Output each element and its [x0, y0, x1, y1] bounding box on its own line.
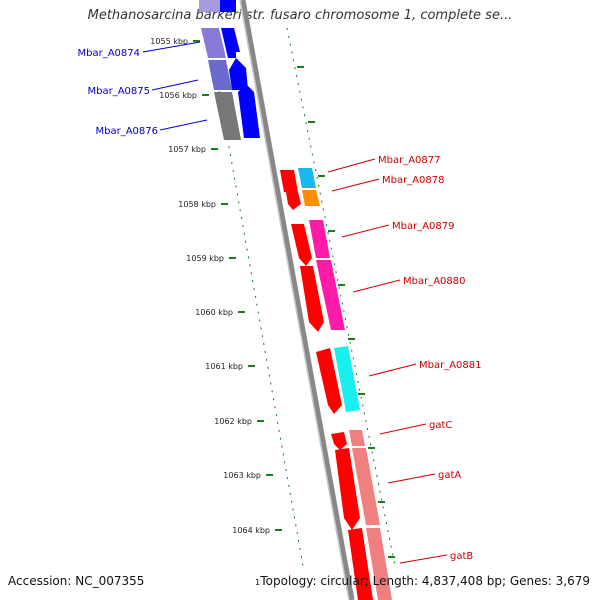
gene-leader-line — [159, 119, 208, 131]
gene-strand-bar[interactable] — [220, 0, 236, 12]
gene-block-Mbar_A0878[interactable] — [286, 190, 320, 210]
gene-leader-line — [399, 554, 448, 564]
gene-label-Mbar_A0880[interactable]: Mbar_A0880 — [403, 276, 466, 287]
right-axis-line — [286, 27, 396, 567]
gene-labels: Mbar_A0874 Mbar_A0875 Mbar_A0876 Mbar_A0877… — [77, 41, 482, 564]
backbone-highlight — [239, 0, 350, 600]
gene-strand-arrow — [221, 28, 240, 58]
gene-label-gatC[interactable]: gatC — [429, 420, 452, 431]
backbone-line — [240, 0, 355, 600]
gene-strand-arrow — [348, 528, 373, 600]
tick-label: 1061 kbp — [205, 362, 243, 371]
gene-strand-arrow — [280, 170, 298, 192]
gene-label-Mbar_A0875[interactable]: Mbar_A0875 — [87, 86, 150, 97]
gene-strand-arrow — [229, 58, 248, 90]
gene-block-Mbar_A0875[interactable] — [208, 58, 248, 90]
gene-cog-bar — [302, 190, 320, 206]
gene-block-Mbar_A0879[interactable] — [291, 220, 330, 266]
gene-label-Mbar_A0881[interactable]: Mbar_A0881 — [419, 360, 482, 371]
gene-cog-bar — [201, 28, 226, 58]
gene-leader-line — [368, 363, 417, 377]
gene-leader-line — [151, 79, 199, 91]
gene-leader-line — [331, 178, 380, 192]
gene-block-gatC[interactable] — [331, 430, 365, 450]
gene-strand-arrow — [335, 448, 360, 530]
position-marker: 1 — [255, 578, 261, 587]
map-title: Methanosarcina barkeri str. fusaro chrom… — [87, 8, 513, 23]
gene-strand-arrow — [291, 224, 312, 266]
gene-cog-bar — [352, 448, 380, 525]
gene-label-gatB[interactable]: gatB — [450, 551, 473, 562]
gene-strand-arrow — [316, 348, 342, 414]
gene-label-Mbar_A0874[interactable]: Mbar_A0874 — [77, 48, 140, 59]
gene-label-Mbar_A0877[interactable]: Mbar_A0877 — [378, 155, 441, 166]
tick-label: 1056 kbp — [159, 91, 197, 100]
gene-group-top — [199, 0, 236, 12]
gene-strand-arrow — [300, 266, 324, 332]
gene-leader-line — [341, 224, 390, 238]
tick-label: 1064 kbp — [232, 526, 270, 535]
gene-block-Mbar_A0880[interactable] — [300, 260, 345, 332]
tick-label: 1057 kbp — [168, 145, 206, 154]
tick-label: 1060 kbp — [195, 308, 233, 317]
gene-leader-line — [327, 158, 376, 173]
gene-strand-arrow — [286, 192, 301, 210]
gene-cog-bar — [316, 260, 345, 330]
tick-label: 1059 kbp — [186, 254, 224, 263]
gene-block-Mbar_A0876[interactable] — [214, 84, 260, 140]
gene-label-Mbar_A0876[interactable]: Mbar_A0876 — [95, 126, 158, 137]
gene-block-Mbar_A0874[interactable] — [201, 28, 240, 58]
gene-cog-bar — [214, 92, 241, 140]
tick-label: 1055 kbp — [150, 37, 188, 46]
gene-leader-line — [387, 473, 436, 484]
gene-cog-bar — [349, 430, 365, 446]
gene-cog-bar — [298, 168, 316, 188]
gene-strand-arrow — [238, 84, 260, 138]
gene-cog-bar — [334, 346, 360, 412]
gene-block-Mbar_A0881[interactable] — [316, 346, 360, 414]
gene-cog-bar — [309, 220, 330, 258]
gene-cog-bar — [366, 528, 392, 600]
tick-label: 1063 kbp — [223, 471, 261, 480]
gene-label-Mbar_A0879[interactable]: Mbar_A0879 — [392, 221, 455, 232]
gene-label-gatA[interactable]: gatA — [438, 470, 461, 481]
topology-text: Topology: circular; Length: 4,837,408 bp… — [260, 574, 590, 588]
gene-leader-line — [352, 279, 401, 293]
gene-block-Mbar_A0877[interactable] — [280, 168, 316, 192]
gene-cog-bar[interactable] — [199, 0, 220, 12]
scale-ticks: 1055 kbp 1056 kbp 1057 kbp 1058 kbp 1059 kbp… — [150, 37, 395, 558]
gene-strand-arrow — [331, 432, 347, 450]
gene-cog-bar — [208, 60, 232, 90]
gene-label-Mbar_A0878[interactable]: Mbar_A0878 — [382, 175, 445, 186]
gene-leader-line — [379, 423, 427, 435]
gene-block-gatA[interactable] — [335, 448, 380, 530]
accession-text: Accession: NC_007355 — [8, 574, 145, 588]
gene-block-gatB[interactable] — [348, 528, 392, 600]
left-axis-line — [207, 27, 304, 567]
tick-label: 1058 kbp — [178, 200, 216, 209]
gene-leader-line — [142, 41, 201, 53]
tick-label: 1062 kbp — [214, 417, 252, 426]
